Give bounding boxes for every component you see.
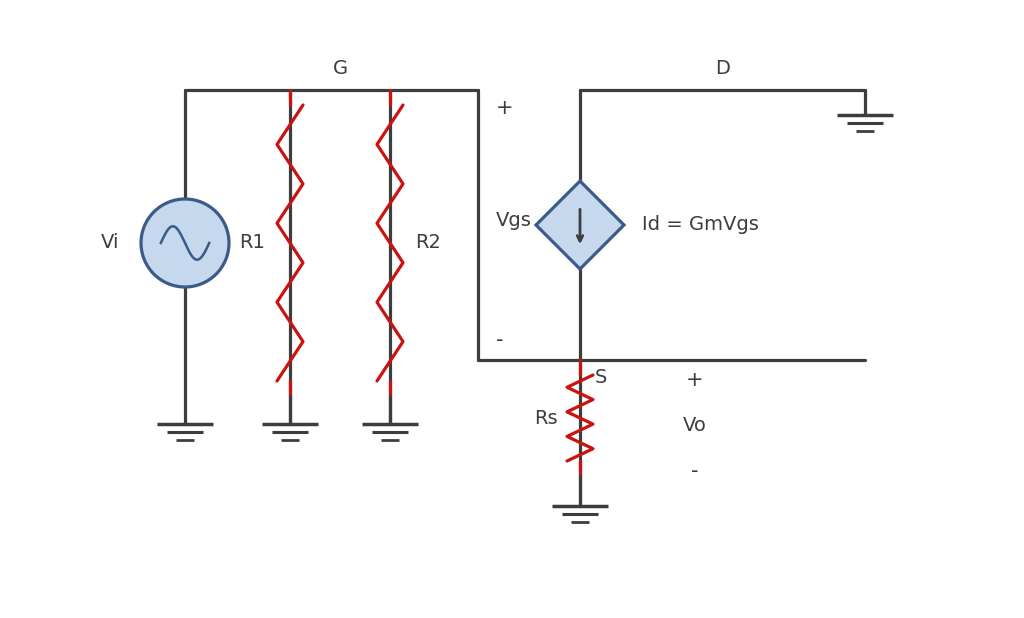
Text: Vgs: Vgs (496, 211, 531, 229)
Polygon shape (536, 181, 624, 269)
Text: S: S (595, 368, 607, 387)
Text: Vi: Vi (100, 234, 119, 253)
Circle shape (141, 199, 229, 287)
Text: +: + (496, 98, 514, 118)
Text: Vo: Vo (683, 416, 707, 435)
Text: R2: R2 (415, 234, 441, 253)
Text: -: - (496, 330, 504, 350)
Text: -: - (691, 461, 698, 481)
Text: D: D (715, 59, 730, 78)
Text: Rs: Rs (535, 408, 558, 428)
Text: +: + (686, 370, 703, 390)
Text: G: G (333, 59, 347, 78)
Text: R1: R1 (240, 234, 265, 253)
Text: Id = GmVgs: Id = GmVgs (642, 216, 759, 234)
